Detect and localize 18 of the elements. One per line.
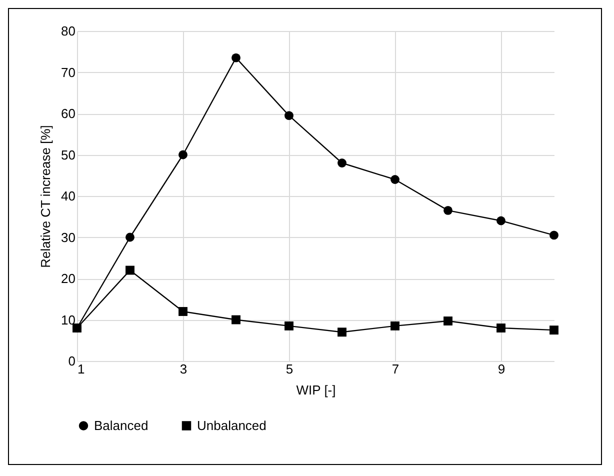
- y-axis-title: Relative CT increase [%]: [38, 125, 54, 268]
- y-tick-label: 60: [61, 106, 76, 121]
- y-tick-label: 10: [61, 312, 76, 328]
- y-tick-label: 80: [61, 24, 76, 38]
- legend-label: Unbalanced: [197, 418, 266, 433]
- x-tick-label: 5: [286, 362, 294, 376]
- x-tick-label: 9: [498, 362, 506, 376]
- y-tick-label: 0: [68, 354, 76, 368]
- y-tick-label: 50: [61, 147, 76, 162]
- y-tick-label: 20: [61, 271, 76, 286]
- x-axis-title: WIP [-]: [296, 382, 336, 398]
- y-tick-label: 40: [61, 188, 76, 204]
- y-tick-label: 70: [61, 64, 76, 80]
- x-tick-label: 3: [180, 362, 188, 376]
- y-tick-label: 30: [61, 230, 76, 245]
- legend-label: Balanced: [94, 418, 148, 433]
- x-tick-label: 1: [78, 362, 85, 376]
- x-tick-label: 7: [392, 362, 400, 376]
